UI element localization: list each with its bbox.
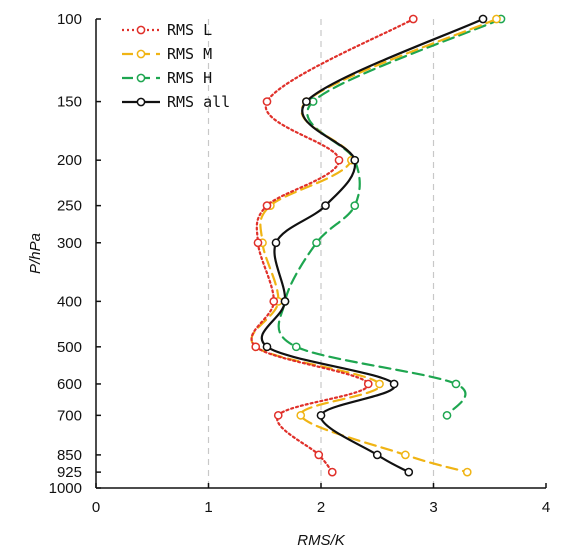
x-tick-label: 1 — [204, 499, 212, 516]
x-tick-label: 0 — [92, 499, 100, 516]
data-point-rms-all — [350, 155, 360, 165]
y-tick-label: 1000 — [49, 480, 82, 497]
legend: RMS L RMS M RMS H RMS all — [122, 21, 230, 111]
data-point-rms-h — [451, 379, 461, 389]
series-rms-h — [277, 14, 506, 420]
tick-labels: 0 1 2 3 4 100 150 200 250 300 400 500 600 700 85092510… — [49, 11, 551, 516]
data-point-rms-all — [404, 467, 414, 477]
y-tick-label: 850 — [57, 447, 82, 464]
data-point-rms-h — [350, 201, 360, 210]
y-tick-label: 300 — [57, 235, 82, 252]
legend-item-rms-all: RMS all — [122, 93, 230, 111]
y-tick-label: 150 — [57, 94, 82, 111]
data-point-rms-all — [389, 379, 399, 389]
data-point-rms-l — [262, 97, 272, 106]
series-rms-m — [250, 14, 501, 477]
data-point-rms-h — [442, 411, 452, 420]
legend-item-rms-l: RMS L — [122, 21, 212, 39]
series-lines — [250, 14, 506, 477]
series-line-rms-h — [277, 17, 503, 417]
x-axis-title: RMS/K — [297, 532, 346, 549]
series-rms-all — [260, 14, 488, 477]
series-rms-l — [250, 14, 418, 477]
legend-item-rms-m: RMS M — [122, 45, 212, 63]
data-point-rms-m — [401, 450, 410, 460]
data-point-rms-m — [462, 467, 472, 477]
data-point-rms-h — [312, 238, 321, 248]
y-tick-label: 500 — [57, 339, 82, 356]
data-point-rms-l — [269, 297, 279, 306]
x-tick-label: 2 — [317, 499, 325, 516]
legend-label-rms-h: RMS H — [167, 69, 212, 87]
legend-label-rms-all: RMS all — [167, 93, 230, 111]
y-tick-label: 700 — [57, 407, 82, 424]
y-tick-label: 600 — [57, 376, 82, 393]
data-point-rms-all — [372, 450, 382, 460]
series-line-rms-all — [260, 17, 485, 474]
data-point-rms-m — [375, 379, 384, 389]
data-point-rms-all — [302, 97, 311, 106]
y-tick-label: 925 — [57, 464, 82, 481]
legend-marker-rms-h — [136, 73, 146, 83]
data-point-rms-l — [363, 379, 373, 389]
y-axis-title: P/hPa — [27, 233, 44, 274]
grid-lines — [207, 19, 435, 488]
legend-label-rms-l: RMS L — [167, 21, 212, 39]
y-tick-label: 250 — [57, 198, 82, 215]
legend-label-rms-m: RMS M — [167, 45, 212, 63]
data-point-rms-l — [327, 467, 337, 477]
legend-item-rms-h: RMS H — [122, 69, 212, 87]
y-tick-label: 400 — [57, 293, 82, 310]
data-point-rms-all — [271, 238, 281, 248]
data-point-rms-all — [478, 14, 488, 24]
data-point-rms-all — [321, 201, 330, 210]
data-point-rms-l — [408, 14, 418, 24]
data-point-rms-all — [316, 411, 326, 420]
y-tick-label: 200 — [57, 152, 82, 169]
y-tick-label: 100 — [57, 11, 82, 28]
legend-marker-rms-l — [136, 25, 146, 35]
data-point-rms-l — [251, 342, 261, 352]
data-point-rms-h — [291, 342, 301, 352]
data-point-rms-m — [296, 411, 306, 420]
x-tick-label: 4 — [542, 499, 550, 516]
data-point-rms-m — [492, 14, 501, 24]
x-tick-label: 3 — [429, 499, 437, 516]
data-point-rms-l — [314, 450, 324, 460]
legend-marker-rms-m — [136, 49, 146, 59]
legend-marker-rms-all — [136, 97, 146, 107]
data-point-rms-all — [262, 342, 272, 352]
data-point-rms-l — [334, 155, 344, 165]
data-point-rms-l — [273, 411, 283, 420]
data-point-rms-l — [262, 201, 272, 210]
data-point-rms-all — [280, 297, 290, 306]
axes — [95, 18, 547, 489]
data-point-rms-l — [253, 238, 263, 248]
